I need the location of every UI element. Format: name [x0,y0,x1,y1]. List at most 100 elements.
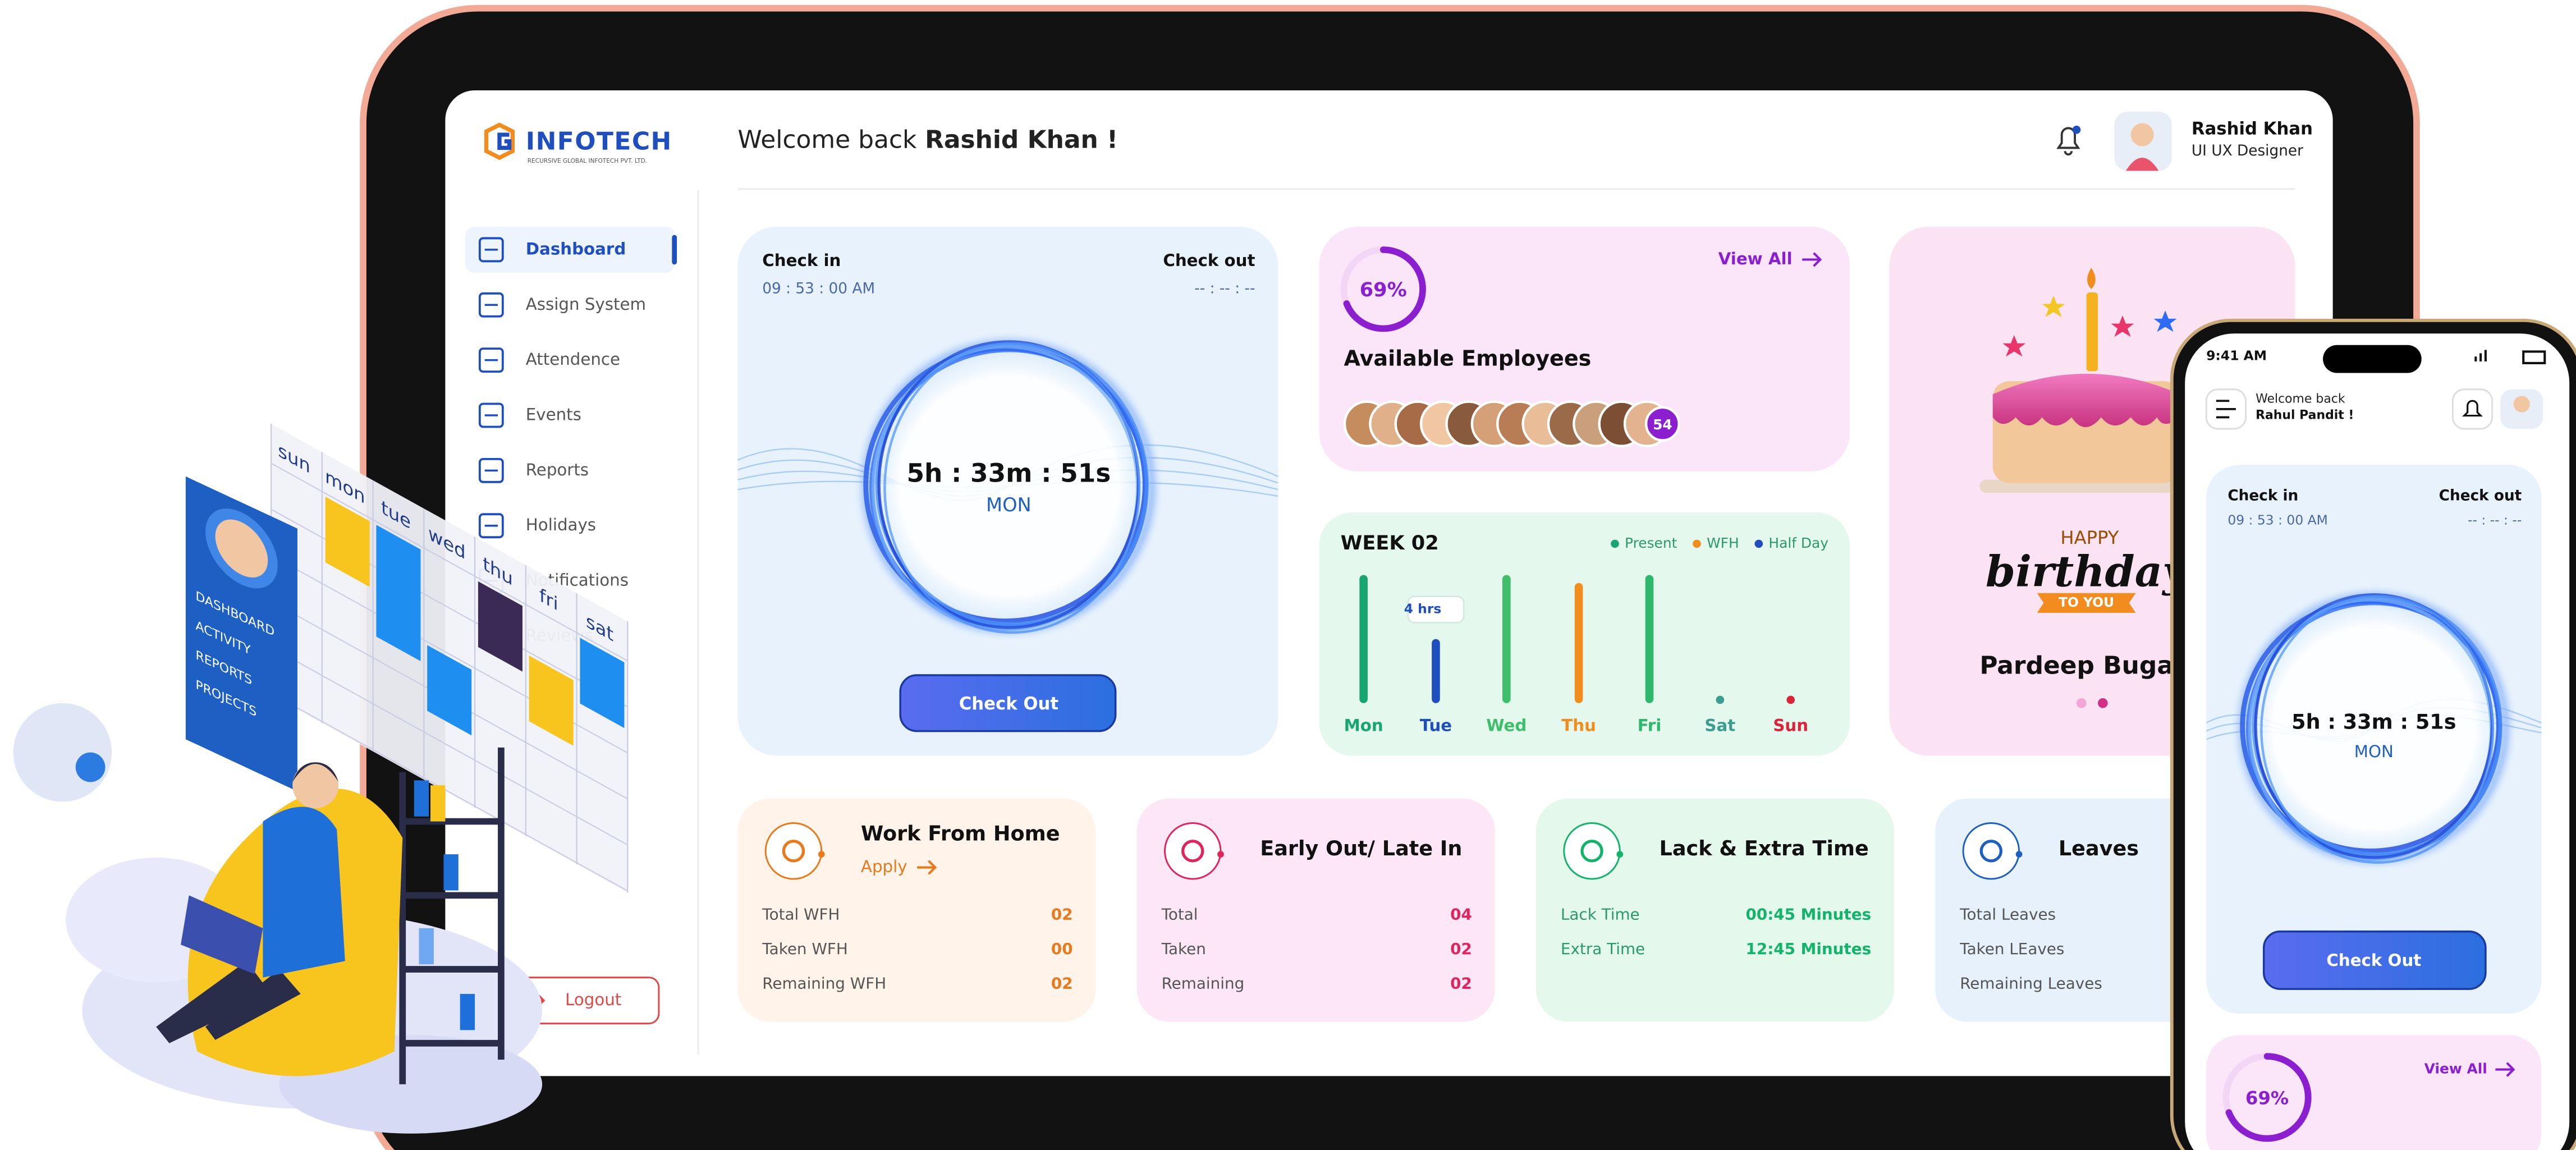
day-label: Tue [1420,716,1452,735]
row-value: 02 [1450,974,1472,992]
card-icon [782,840,805,863]
illustration: sunmontuewedthufrisatDASHBOARDACTIVITYRE… [13,423,629,1134]
calendar-block [478,581,522,672]
ring-glow [862,340,1155,633]
ribbon [2037,593,2136,613]
panel-avatar [215,519,268,578]
laptop [181,895,263,974]
logo-mark [484,122,515,161]
person-legs [156,961,301,1043]
row-label: Taken WFH [762,940,847,958]
card-link[interactable]: Apply [861,857,907,876]
calendar-block [580,638,625,729]
brand-tagline: RECURSIVE GLOBAL INFOTECH PVT. LTD. [528,158,647,164]
star [2111,315,2134,337]
check-in-time: 09 : 53 : 00 AM [762,281,875,297]
camera-lens [75,752,106,782]
book [419,928,434,965]
nav-label: Attendence [526,350,620,369]
phone-check-out-button[interactable]: Check Out [2262,930,2487,990]
bell-icon [2462,400,2483,417]
legend-dot [1693,539,1701,548]
nav-item[interactable]: Holidays [478,513,596,539]
nav-item[interactable]: Dashboard [478,237,626,263]
button-bg [899,674,1117,732]
view-all-link[interactable]: View All [2424,1061,2487,1077]
button-bg [2262,930,2487,990]
phone-user: Rahul Pandit ! [2256,409,2354,423]
nav-icon [478,402,504,428]
nav-active-bar [672,235,677,265]
row-value: 02 [1051,974,1073,992]
status-time: 9:41 AM [2206,348,2267,364]
card-icon-ring [764,822,823,880]
card-title: Leaves [2059,836,2139,860]
logout-label: Logout [565,990,621,1009]
nav-label: Assign System [526,295,646,314]
week-bar [1786,695,1795,704]
row-value: 04 [1450,905,1472,923]
nav-icon [478,237,504,263]
arrow-icon [1802,252,1822,267]
welcome-text: Welcome back Rashid Khan ! [737,126,1118,154]
stat-card [1136,798,1495,1022]
percent-label: 69% [2245,1087,2289,1108]
ring-soft [2237,591,2510,864]
nav-active-bg [465,226,676,273]
elapsed-time: 5h : 33m : 51s [906,458,1111,488]
user-role: UI UX Designer [2192,143,2303,159]
nav-item[interactable]: Attendence [478,347,620,373]
happy-text: HAPPY [2060,527,2119,548]
nav-item[interactable]: Assign System [478,292,646,318]
card-icon-ring [1164,822,1222,880]
camera [13,703,112,802]
book [414,780,429,817]
tablet: INFOTECH RECURSIVE GLOBAL INFOTECH PVT. L… [360,4,2420,1150]
day-label: Wed [1486,716,1527,735]
bell-icon [2056,127,2080,156]
week-card [1319,512,1850,756]
row-label: Total [1161,905,1198,923]
day-label: Thu [1561,716,1596,735]
ring-soft [860,338,1157,634]
check-out-button[interactable]: Check Out [899,674,1117,732]
birthday-name: Pardeep Bugalia [1979,651,2207,680]
more-badge [1644,406,1680,442]
row-value: 02 [1450,940,1472,958]
view-all-link[interactable]: View All [1718,249,1793,268]
phone-bell [2451,388,2494,430]
phone-greeting: Welcome back [2256,392,2345,406]
nav-label: Events [526,405,581,424]
row-value: 00:45 Minutes [1746,905,1872,923]
carousel-dot [2077,698,2087,708]
row-label: Taken LEaves [1959,940,2064,958]
star [2153,310,2177,332]
welcome-greeting: Welcome back [737,126,917,154]
check-out-time: -- : -- : -- [1194,281,1255,297]
percent-label: 69% [1360,278,1407,301]
nav-label: Reports [526,460,589,479]
legend-dot [1611,539,1619,548]
card-icon [1580,840,1603,863]
button-label: Check Out [959,694,1058,714]
calendar-block [325,496,370,587]
calendar-grid [271,693,628,892]
user-name: Rashid Khan [2192,119,2313,139]
row-value: 02 [1051,905,1073,923]
nav-item[interactable]: Reports [478,457,589,483]
card-icon [1979,840,2003,863]
row-label: Remaining WFH [762,974,886,992]
elapsed-time: 5h : 33m : 51s [2291,709,2456,734]
book [430,785,446,822]
calendar-block [427,645,472,736]
avatar-head [2513,396,2530,413]
person-hair [292,762,339,782]
day-label: Fri [1638,716,1662,735]
check-in-time: 09 : 53 : 00 AM [2227,512,2328,528]
row-value: 00 [1051,940,1073,958]
card-icon-dot [1217,851,1224,858]
stat-card [737,798,1096,1022]
nav-item[interactable]: Events [478,402,581,428]
